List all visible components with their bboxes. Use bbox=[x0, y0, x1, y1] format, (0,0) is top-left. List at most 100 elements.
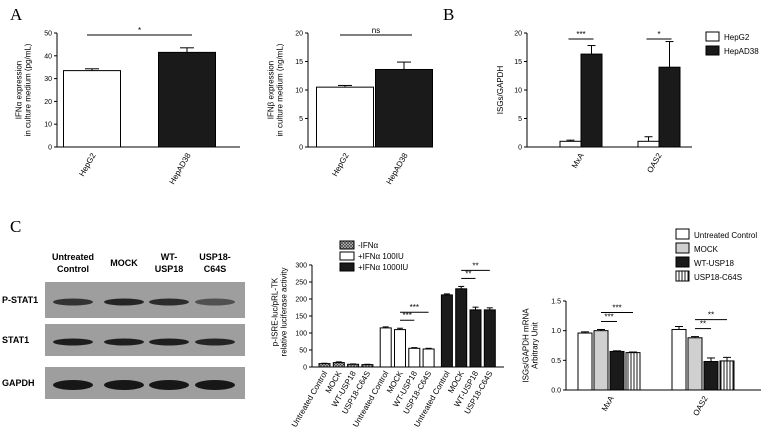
bar bbox=[394, 329, 406, 368]
bar bbox=[637, 140, 660, 148]
legend-swatch bbox=[339, 262, 355, 272]
bar bbox=[483, 309, 496, 368]
y-tick-label: 0 bbox=[518, 145, 522, 152]
legend-swatch bbox=[705, 31, 720, 42]
legend-swatch bbox=[675, 256, 690, 268]
legend-label: USP18-C64S bbox=[694, 273, 742, 282]
legend-swatch bbox=[675, 270, 690, 282]
blot-band bbox=[195, 380, 235, 390]
y-tick-label: 150 bbox=[295, 314, 307, 321]
x-tick-label: HepG2 bbox=[77, 151, 98, 178]
significance-label: * bbox=[657, 30, 660, 39]
legend-label: WT-USP18 bbox=[694, 259, 735, 268]
y-axis-label: IFNβ expression bbox=[267, 61, 276, 119]
bar bbox=[361, 364, 374, 368]
y-tick-label: 50 bbox=[44, 31, 52, 38]
panel-letter-c: C bbox=[10, 217, 21, 236]
significance-label: *** bbox=[410, 303, 419, 312]
y-axis-label: ISGs/GAPDH bbox=[496, 66, 505, 115]
legend-label: -IFNα bbox=[358, 241, 379, 250]
bar bbox=[63, 70, 121, 148]
y-axis-label: ISGs/GAPDH mRNA bbox=[522, 308, 531, 383]
bar bbox=[658, 66, 681, 148]
x-tick-label: HepAD38 bbox=[385, 151, 410, 186]
legend-swatch bbox=[339, 240, 355, 250]
blot-band bbox=[53, 298, 93, 306]
y-axis-label: p-ISRE-luc/pRL-TK bbox=[271, 277, 280, 346]
significance-label: * bbox=[138, 26, 141, 35]
y-tick-label: 15 bbox=[514, 59, 522, 66]
blot-row-label: STAT1 bbox=[2, 335, 29, 345]
legend-swatch bbox=[705, 45, 720, 56]
blot-column-label: Control bbox=[57, 264, 89, 274]
bar bbox=[158, 51, 216, 148]
y-tick-label: 5 bbox=[299, 116, 303, 123]
y-tick-label: 50 bbox=[299, 348, 307, 355]
significance-label: *** bbox=[402, 311, 411, 320]
blot-band bbox=[104, 338, 144, 346]
bar bbox=[559, 140, 582, 148]
significance-label: *** bbox=[612, 303, 621, 312]
y-tick-label: 0.0 bbox=[551, 388, 561, 395]
bar bbox=[703, 361, 719, 391]
blot-band bbox=[149, 380, 189, 390]
y-tick-label: 10 bbox=[514, 88, 522, 95]
blot-column-label: Untreated bbox=[52, 252, 94, 262]
significance-label: *** bbox=[576, 30, 585, 39]
legend-label: MOCK bbox=[694, 245, 719, 254]
bar bbox=[347, 363, 360, 368]
bar bbox=[422, 348, 435, 368]
chart-ifnb: 0 5 10 15 20 IFNβ expression in culture medium… bbox=[267, 26, 433, 186]
chart-isgs: 0 5 10 15 20 ISGs/GAPDH MxA *** OAS2 * HepG2 HepAD3… bbox=[496, 30, 759, 174]
chart-luciferase: 0 50 100 150 200 250 300 p-ISRE-luc/pRL-TK relat… bbox=[271, 240, 504, 429]
y-axis-label: in culture medium (pg/mL) bbox=[24, 43, 33, 136]
significance-label: ** bbox=[465, 269, 471, 278]
y-tick-label: 5 bbox=[518, 116, 522, 123]
legend-label: HepG2 bbox=[724, 33, 750, 42]
bar bbox=[455, 288, 468, 368]
y-tick-label: 1.5 bbox=[551, 299, 561, 306]
y-tick-label: 100 bbox=[295, 331, 307, 338]
bar bbox=[316, 86, 374, 148]
y-tick-label: 20 bbox=[295, 31, 303, 38]
blot-band bbox=[149, 338, 189, 346]
blot-column-label: MOCK bbox=[110, 258, 138, 268]
bar bbox=[609, 350, 625, 391]
y-tick-label: 0.5 bbox=[551, 358, 561, 365]
y-axis-label: Arbitrary Unit bbox=[531, 321, 540, 368]
y-tick-label: 300 bbox=[295, 263, 307, 270]
x-tick-label: HepG2 bbox=[330, 151, 351, 178]
x-tick-label: HepAD38 bbox=[168, 151, 193, 186]
x-tick-label: OAS2 bbox=[691, 394, 710, 417]
blot-band bbox=[195, 338, 235, 346]
bar bbox=[671, 328, 687, 391]
blot-column-label: WT- bbox=[161, 252, 178, 262]
bar bbox=[593, 330, 609, 391]
bar bbox=[375, 68, 433, 148]
significance-label: ** bbox=[700, 320, 706, 329]
blot-band bbox=[149, 298, 189, 306]
significance-label: ns bbox=[372, 26, 380, 35]
y-tick-label: 1.0 bbox=[551, 328, 561, 335]
y-tick-label: 200 bbox=[295, 297, 307, 304]
significance-label: *** bbox=[604, 312, 613, 321]
bar bbox=[469, 309, 482, 368]
significance-label: ** bbox=[472, 261, 478, 270]
y-tick-label: 0 bbox=[299, 145, 303, 152]
y-tick-label: 10 bbox=[44, 122, 52, 129]
y-tick-label: 40 bbox=[44, 53, 52, 60]
legend-label: HepAD38 bbox=[724, 47, 759, 56]
panel-letter-b: B bbox=[443, 5, 454, 24]
x-tick-label: OAS2 bbox=[645, 151, 664, 174]
legend-swatch bbox=[675, 242, 690, 254]
legend-swatch bbox=[675, 228, 690, 240]
blot-row-label: P-STAT1 bbox=[2, 295, 38, 305]
bar bbox=[580, 53, 603, 148]
bar bbox=[719, 360, 735, 391]
significance-label: ** bbox=[708, 311, 714, 320]
legend-label: +IFNα 1000IU bbox=[358, 263, 408, 272]
y-axis-label: relative luciferase activity bbox=[280, 268, 289, 357]
blot-column-label: C64S bbox=[204, 264, 227, 274]
panel-letter-a: A bbox=[10, 5, 23, 24]
